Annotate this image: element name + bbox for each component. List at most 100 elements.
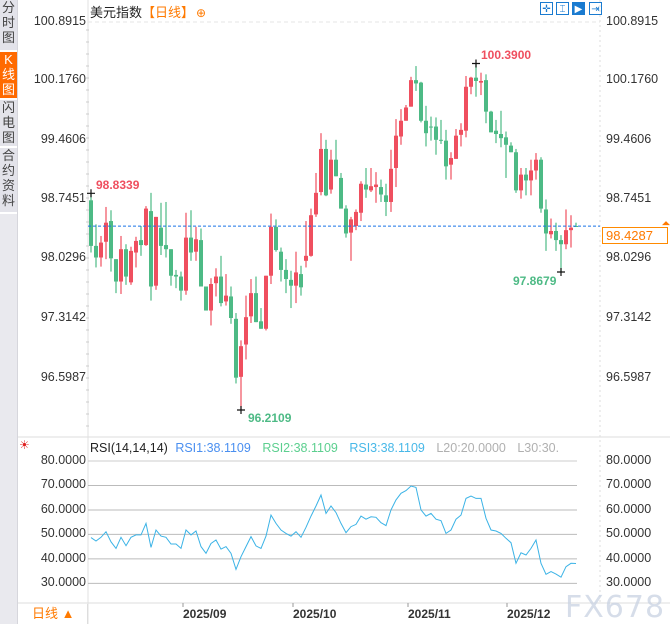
candle-up [389, 168, 393, 202]
candle-down [279, 251, 283, 270]
rsi-axis-label: 40.0000 [606, 550, 652, 565]
candle-down [439, 139, 443, 141]
jump-to-end-icon[interactable]: ⇥ [589, 2, 602, 15]
candle-down [229, 296, 233, 318]
candle-up [309, 215, 313, 256]
candle-up [369, 186, 373, 191]
candle-up [399, 120, 403, 137]
price-axis-label: 98.0296 [606, 250, 652, 264]
x-label-sep: 2025/09 [183, 607, 227, 621]
candle-down [259, 321, 263, 329]
candle-up [209, 284, 213, 311]
candle-down [554, 230, 558, 241]
candle-up [304, 255, 308, 261]
rsi-axis-label: 60.0000 [606, 501, 652, 516]
candle-down [299, 274, 303, 288]
candle-up [374, 184, 378, 188]
candle-down [509, 145, 513, 153]
candle-down [499, 134, 503, 139]
rsi1-value: RSI1:38.1109 [175, 441, 251, 455]
candle-down [89, 200, 93, 246]
candle-down [204, 286, 208, 311]
candle-down [189, 237, 193, 253]
candle-up [479, 80, 483, 83]
candle-up [464, 86, 468, 131]
price-axis-label: 100.8915 [33, 14, 86, 28]
candle-up [154, 216, 158, 286]
left-mark-label: 98.8339 [96, 178, 140, 192]
circle-plus-icon[interactable]: ⊕ [196, 6, 207, 20]
rsi-title: RSI(14,14,14) [90, 441, 168, 455]
candle-up [134, 240, 138, 253]
period-selector[interactable]: 日线 ▲ [18, 604, 88, 624]
rsi-axis-label: 30.0000 [606, 575, 652, 590]
candle-down [484, 80, 488, 112]
candle-up [244, 317, 248, 345]
price-axis-label: 99.4606 [606, 132, 652, 146]
tab-candlestick[interactable]: K线图 [0, 52, 17, 100]
x-label-oct: 2025/10 [293, 607, 337, 621]
period-label[interactable]: 【日线】 [142, 5, 195, 20]
watermark: FX678 [565, 590, 666, 625]
rsi2-value: RSI2:38.1109 [262, 441, 338, 455]
candle-down [274, 226, 278, 251]
candle-up [404, 107, 408, 121]
candle-down [284, 269, 288, 280]
rsi-axis-label: 80.0000 [40, 453, 86, 467]
candle-up [319, 148, 323, 193]
candle-down [174, 274, 178, 277]
x-label-nov: 2025/11 [408, 607, 451, 621]
candle-down [219, 276, 223, 304]
candle-down [344, 208, 348, 234]
candle-up [394, 135, 398, 168]
recent-low-label: 97.8679 [513, 274, 557, 288]
candle-down [139, 240, 143, 246]
play-icon[interactable]: ▶ [572, 2, 585, 15]
candle-down [149, 211, 153, 287]
candle-up [449, 158, 453, 165]
price-axis-label: 96.5987 [40, 370, 86, 384]
rsi-line [90, 485, 577, 578]
chart-title: 美元指数【日线】 ⊕ [90, 2, 206, 21]
candle-up [529, 170, 533, 181]
price-axis-label: 96.5987 [606, 370, 652, 384]
candle-up [129, 250, 133, 283]
candle-down [419, 82, 423, 121]
candle-up [269, 226, 273, 276]
candle-up [459, 129, 463, 135]
rsi-axis-label: 60.0000 [40, 501, 86, 516]
candle-down [339, 177, 343, 209]
candle-down [289, 279, 293, 286]
price-axis-label: 97.3142 [606, 310, 652, 324]
rsi-axis-label: 40.0000 [40, 550, 86, 565]
crosshair-icon[interactable]: ✛ [540, 2, 553, 15]
candle-down [379, 187, 383, 195]
l20-value: L20:20.0000 [436, 441, 506, 455]
range-select-icon[interactable]: ⌶ [556, 2, 569, 15]
candle-down [539, 159, 543, 209]
candle-down [164, 245, 168, 250]
tab-time-sharing[interactable]: 分时图 [0, 0, 17, 52]
tab-flash-chart[interactable]: 闪电图 [0, 100, 17, 148]
tab-contract-info[interactable]: 合约资料 [0, 148, 17, 214]
candle-down [334, 159, 338, 177]
price-axis-label: 98.7451 [606, 191, 652, 205]
candle-up [104, 222, 108, 242]
candle-up [194, 239, 198, 252]
current-price-box: 98.4287 [602, 227, 668, 244]
price-axis-label: 98.0296 [40, 250, 86, 264]
sun-icon[interactable]: ☀ [19, 438, 30, 452]
high-price-label: 100.3900 [481, 48, 532, 62]
price-axis-label: 98.7451 [40, 191, 86, 205]
candle-up [119, 249, 123, 282]
candle-up [564, 230, 568, 245]
candle-down [434, 126, 438, 140]
candle-up [184, 237, 188, 291]
rsi-legend: RSI(14,14,14) RSI1:38.1109 RSI2:38.1109 … [90, 441, 567, 455]
candle-up [454, 135, 458, 159]
candle-up [99, 242, 103, 258]
candle-down [474, 77, 478, 81]
chart-type-sidebar: 分时图 K线图 闪电图 合约资料 [0, 0, 18, 624]
candle-up [239, 346, 243, 377]
